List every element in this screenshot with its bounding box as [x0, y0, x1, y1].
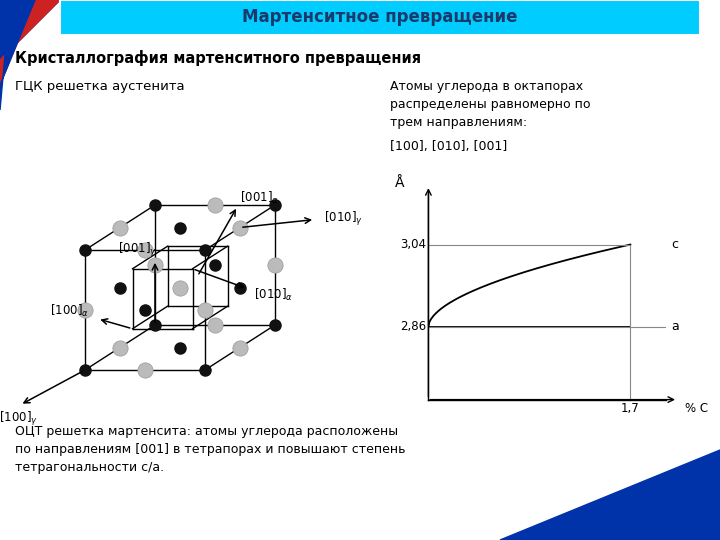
Text: Å: Å	[395, 176, 405, 190]
Text: ГЦК решетка аустенита: ГЦК решетка аустенита	[15, 80, 184, 93]
Text: c: c	[671, 238, 678, 251]
Polygon shape	[500, 450, 720, 540]
Text: [010]$_γ$: [010]$_γ$	[323, 211, 362, 228]
Text: [100]$_γ$: [100]$_γ$	[0, 410, 37, 428]
Text: ОЦТ решетка мартенсита: атомы углерода расположены
по направлениям [001] в тетра: ОЦТ решетка мартенсита: атомы углерода р…	[15, 425, 405, 474]
Text: a: a	[671, 320, 678, 333]
Text: [010]$_α$: [010]$_α$	[254, 287, 293, 303]
Polygon shape	[0, 0, 60, 60]
Text: Кристаллография мартенситного превращения: Кристаллография мартенситного превращени…	[15, 50, 421, 66]
Polygon shape	[0, 0, 60, 85]
Text: [100]$_α$: [100]$_α$	[50, 303, 89, 319]
Text: трем направлениям:: трем направлениям:	[390, 116, 527, 129]
FancyBboxPatch shape	[60, 0, 700, 35]
Text: % C: % C	[685, 402, 708, 415]
Text: 1,7: 1,7	[621, 402, 640, 415]
Text: Атомы углерода в октапорах: Атомы углерода в октапорах	[390, 80, 583, 93]
Polygon shape	[0, 0, 35, 110]
Text: 3,04: 3,04	[400, 238, 426, 251]
Text: [001]$_α$: [001]$_α$	[240, 190, 279, 206]
Text: [001]$_γ$: [001]$_γ$	[117, 241, 156, 259]
Text: 2,86: 2,86	[400, 320, 426, 333]
Text: распределены равномерно по: распределены равномерно по	[390, 98, 590, 111]
Text: [100], [010], [001]: [100], [010], [001]	[390, 140, 508, 153]
Text: Мартенситное превращение: Мартенситное превращение	[242, 9, 518, 26]
